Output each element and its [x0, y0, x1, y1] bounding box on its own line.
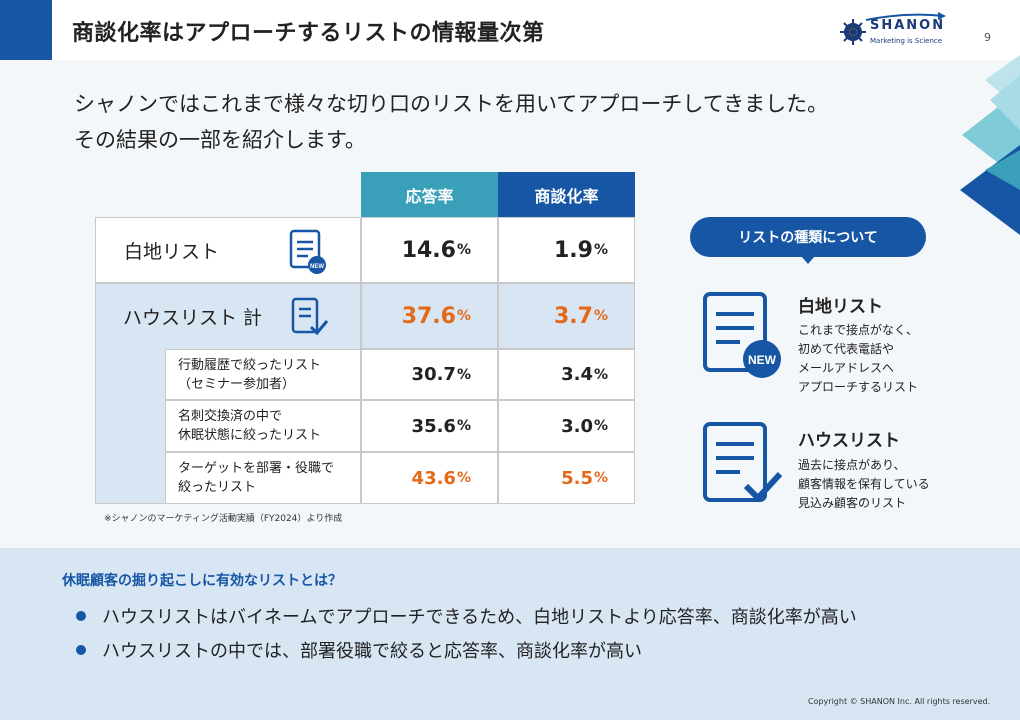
- summary-bullet-2: ハウスリストの中では、部署役職で絞ると応答率、商談化率が高い: [76, 637, 642, 663]
- desc-line: 顧客情報を保有している: [798, 477, 930, 491]
- intro-text: シャノンではこれまで様々な切り口のリストを用いてアプローチしてきました。 その結…: [74, 86, 828, 158]
- cell-behavior-conversion: 3.4%: [498, 349, 635, 400]
- cell-behavior-response: 30.7%: [361, 349, 498, 400]
- unit: %: [593, 470, 608, 486]
- source-note: ※シャノンのマーケティング活動実績（FY2024）より作成: [104, 514, 343, 524]
- cell-target-conversion: 5.5%: [498, 452, 635, 504]
- header: 商談化率はアプローチするリストの情報量次第 SHANON Marketing i…: [0, 0, 1020, 60]
- cell-dormant-conversion: 3.0%: [498, 400, 635, 452]
- cell-dormant-response: 35.6%: [361, 400, 498, 452]
- list-types-badge: リストの種類について: [690, 217, 926, 257]
- cell-whitespace-conversion: 1.9%: [498, 217, 635, 283]
- unit: %: [593, 366, 608, 383]
- svg-text:NEW: NEW: [310, 264, 324, 270]
- value: 35.6: [411, 415, 456, 437]
- copyright: Copyright © SHANON Inc. All rights reser…: [808, 697, 991, 706]
- value: 1.9: [553, 237, 593, 263]
- value: 5.5: [561, 467, 593, 489]
- bullet-dot-icon: [76, 645, 86, 655]
- results-table: 応答率 商談化率 白地リスト NEW 14.6% 1.9% ハウスリスト 計 3…: [95, 172, 635, 504]
- sub-label-line2: 絞ったリスト: [178, 480, 257, 495]
- cell-house-response: 37.6%: [361, 283, 498, 349]
- value: 30.7: [411, 364, 456, 385]
- sub-row-label-target: ターゲットを部署・役職で 絞ったリスト: [165, 452, 361, 504]
- new-list-large-icon: NEW: [703, 292, 781, 378]
- badge-pointer: [801, 256, 815, 264]
- value: 3.0: [561, 415, 593, 437]
- house-list-icon: [291, 297, 329, 336]
- unit: %: [593, 308, 608, 324]
- unit: %: [456, 308, 471, 324]
- unit: %: [593, 418, 608, 434]
- unit: %: [456, 418, 471, 434]
- desc-line: 過去に接点があり、: [798, 458, 906, 472]
- sub-label-line1: 名刺交換済の中で: [178, 409, 283, 424]
- cell-house-conversion: 3.7%: [498, 283, 635, 349]
- bullet-dot-icon: [76, 611, 86, 621]
- cell-whitespace-response: 14.6%: [361, 217, 498, 283]
- cell-target-response: 43.6%: [361, 452, 498, 504]
- table-row-house-total: ハウスリスト 計: [95, 283, 361, 349]
- bullet-text: ハウスリストはバイネームでアプローチできるため、白地リストより応答率、商談化率が…: [102, 607, 857, 628]
- page-title: 商談化率はアプローチするリストの情報量次第: [72, 21, 545, 46]
- bullet-text: ハウスリストの中では、部署役職で絞ると応答率、商談化率が高い: [102, 641, 642, 662]
- intro-line-2: その結果の一部を紹介します。: [74, 128, 366, 152]
- logo-name: SHANON: [870, 18, 946, 33]
- summary-bullet-1: ハウスリストはバイネームでアプローチできるため、白地リストより応答率、商談化率が…: [76, 603, 857, 629]
- new-label: NEW: [748, 353, 777, 367]
- header-conversion-rate: 商談化率: [498, 172, 635, 217]
- desc-line: これまで接点がなく、: [798, 323, 919, 337]
- decorative-triangles-icon: [960, 55, 1020, 235]
- header-response-rate: 応答率: [361, 172, 498, 217]
- unit: %: [593, 242, 608, 258]
- legend-whitespace-title: 白地リスト: [798, 297, 883, 317]
- shanon-logo: SHANON Marketing is Science: [836, 12, 946, 50]
- value: 3.4: [561, 364, 593, 385]
- desc-line: 初めて代表電話や: [798, 342, 895, 356]
- sub-row-label-behavior: 行動履歴で絞ったリスト （セミナー参加者）: [165, 349, 361, 400]
- value: 14.6: [401, 237, 456, 263]
- unit: %: [456, 242, 471, 258]
- unit: %: [456, 366, 471, 383]
- row-label: 白地リスト: [124, 240, 220, 263]
- value: 43.6: [411, 467, 456, 489]
- summary-question: 休眠顧客の掘り起こしに有効なリストとは？: [62, 573, 342, 589]
- value: 3.7: [553, 303, 593, 329]
- summary-panel: [0, 548, 1020, 720]
- unit: %: [456, 470, 471, 486]
- desc-line: 見込み顧客のリスト: [798, 496, 907, 510]
- legend-house-title: ハウスリスト: [798, 431, 900, 451]
- desc-line: メールアドレスへ: [798, 361, 895, 375]
- header-accent-bar: [0, 0, 52, 60]
- page-number: 9: [984, 31, 991, 44]
- logo-tagline: Marketing is Science: [870, 37, 943, 45]
- sub-row-label-dormant: 名刺交換済の中で休眠状態に絞ったリスト: [165, 400, 361, 452]
- intro-line-1: シャノンではこれまで様々な切り口のリストを用いてアプローチしてきました。: [74, 92, 829, 116]
- house-list-large-icon: [703, 422, 783, 503]
- legend-house-desc: 過去に接点があり、 顧客情報を保有している 見込み顧客のリスト: [798, 456, 930, 513]
- sub-label-line2: （セミナー参加者）: [178, 376, 296, 392]
- logo-mark-icon: [840, 12, 946, 45]
- value: 37.6: [401, 303, 456, 329]
- new-list-icon: NEW: [289, 229, 326, 274]
- row-label: ハウスリスト 計: [123, 306, 263, 329]
- sub-label-line1: ターゲットを部署・役職で: [178, 461, 335, 476]
- legend-whitespace-desc: これまで接点がなく、 初めて代表電話や メールアドレスへ アプローチするリスト: [798, 321, 918, 397]
- sub-label-line1: 行動履歴で絞ったリスト: [178, 357, 322, 373]
- desc-line: アプローチするリスト: [798, 380, 919, 394]
- sub-label-line2: 休眠状態に絞ったリスト: [178, 428, 322, 443]
